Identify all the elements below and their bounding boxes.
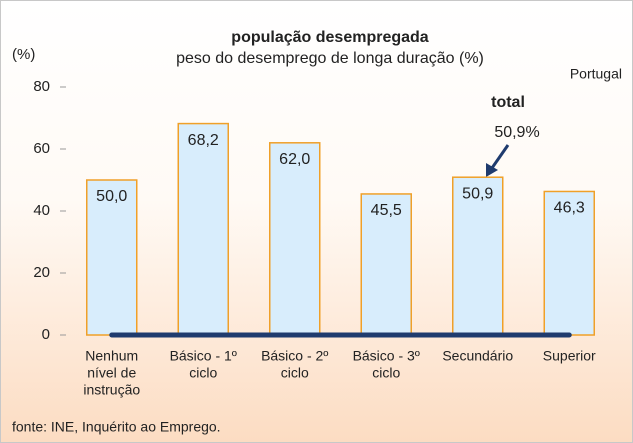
data-label: 68,2 [188, 132, 219, 149]
y-axis-label: (%) [12, 46, 35, 63]
chart-title: população desempregada [231, 29, 428, 46]
y-tick-label: 40 [33, 202, 50, 219]
x-tick-label: Básico - 1º [170, 348, 237, 364]
data-label: 46,3 [554, 200, 585, 217]
x-tick-label: Nenhum [85, 348, 138, 364]
data-label: 45,5 [371, 202, 402, 219]
x-tick-label: instrução [83, 382, 140, 398]
annotation: total [491, 94, 525, 111]
x-tick-label: ciclo [281, 365, 309, 381]
x-tick-label: Superior [543, 348, 596, 364]
data-label: 50,0 [96, 188, 127, 205]
x-tick-label: Básico - 3º [353, 348, 420, 364]
bar [86, 179, 138, 336]
annotation: 50,9% [494, 124, 539, 141]
bar [269, 142, 321, 336]
data-label: 62,0 [279, 151, 310, 168]
source: fonte: INE, Inquérito ao Emprego. [12, 419, 221, 435]
bar [543, 190, 595, 336]
bar [452, 176, 504, 336]
bar [177, 122, 229, 336]
y-tick-label: 20 [33, 264, 50, 281]
x-tick-label: Básico - 2º [261, 348, 328, 364]
y-tick-label: 60 [33, 140, 50, 157]
x-tick-label: nível de [87, 365, 136, 381]
y-tick-label: 80 [33, 78, 50, 95]
bar [360, 193, 412, 336]
arrow [490, 144, 510, 169]
region-label: Portugal [570, 66, 622, 82]
y-tick-label: 0 [42, 326, 50, 343]
chart-subtitle: peso do desemprego de longa duração (%) [176, 50, 484, 67]
x-tick-label: ciclo [189, 365, 217, 381]
data-label: 50,9 [462, 185, 493, 202]
arrow-head [486, 163, 498, 177]
x-tick-label: Secundário [442, 348, 513, 364]
x-tick-label: ciclo [372, 365, 400, 381]
